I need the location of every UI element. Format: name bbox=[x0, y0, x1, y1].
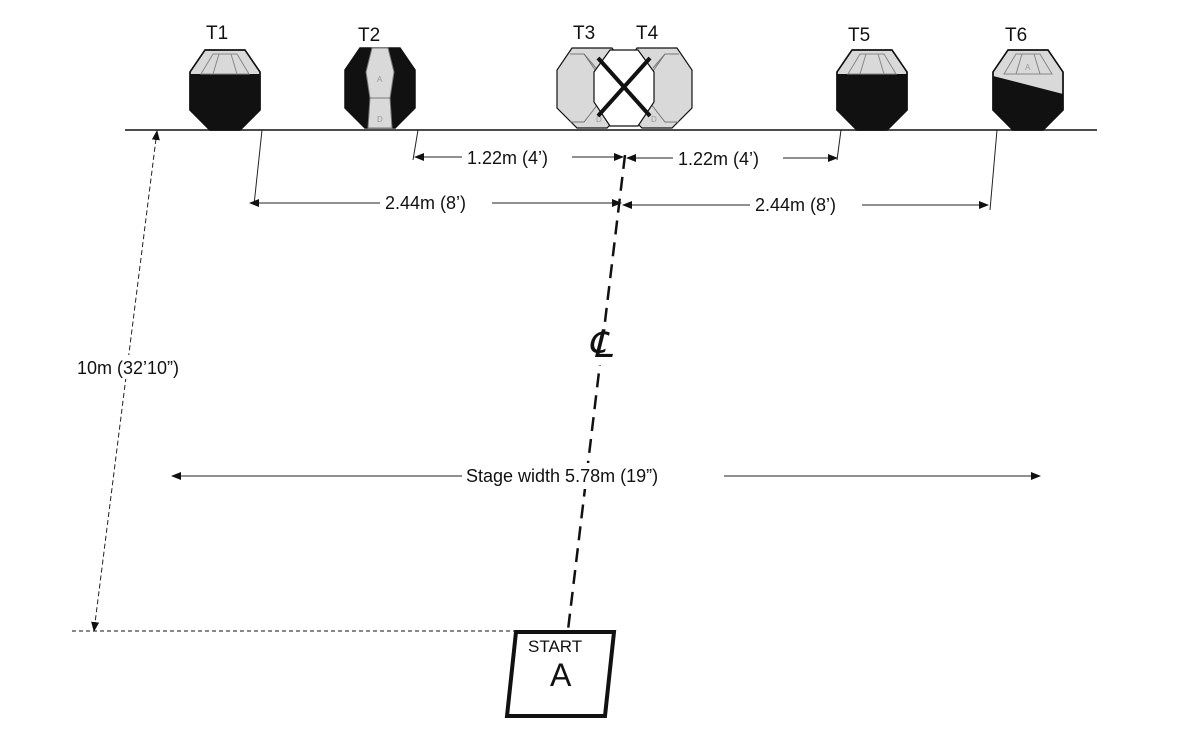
target-label-t3: T3 bbox=[573, 23, 595, 44]
zone-letter-lower: D bbox=[651, 115, 657, 124]
dim-stage-width-label: Stage width 5.78m (19”) bbox=[466, 466, 658, 486]
zone-letter-lower: D bbox=[377, 115, 383, 124]
target-t6: A bbox=[992, 49, 1064, 131]
dim-stage-width: Stage width 5.78m (19”) bbox=[171, 463, 1041, 489]
target-label-t2: T2 bbox=[358, 25, 380, 46]
dim-depth-label: 10m (32’10”) bbox=[77, 358, 179, 378]
dim-depth: 10m (32’10”) bbox=[70, 130, 220, 632]
zone-letter-lower: D bbox=[596, 115, 602, 124]
zone-letter-upper: A bbox=[377, 75, 383, 84]
dim-outer-right: 2.44m (8’) bbox=[622, 194, 989, 216]
target-label-t6: T6 bbox=[1005, 25, 1027, 46]
tick-t5 bbox=[836, 129, 842, 161]
start-box: START A bbox=[504, 630, 617, 718]
dim-inner-left-label: 1.22m (4’) bbox=[467, 148, 548, 168]
target-label-t5: T5 bbox=[848, 25, 870, 46]
zone-letter-upper: A bbox=[1025, 63, 1031, 72]
dim-outer-left: 2.44m (8’) bbox=[249, 192, 622, 214]
dim-outer-right-label: 2.44m (8’) bbox=[755, 195, 836, 215]
target-t1 bbox=[189, 49, 261, 131]
centerline-symbol: ℄ bbox=[588, 322, 613, 366]
target-t2: AD bbox=[344, 47, 416, 129]
target-label-t4: T4 bbox=[636, 23, 659, 44]
no-shoot-x bbox=[593, 49, 655, 127]
dim-inner-right: 1.22m (4’) bbox=[626, 147, 838, 169]
tick-t1 bbox=[253, 129, 263, 206]
dim-inner-left: 1.22m (4’) bbox=[414, 146, 624, 168]
target-label-t1: T1 bbox=[206, 23, 228, 44]
target-t5 bbox=[836, 49, 908, 131]
centerline bbox=[566, 154, 627, 631]
dim-inner-right-label: 1.22m (4’) bbox=[678, 149, 759, 169]
tick-t6 bbox=[989, 129, 998, 211]
start-label: START bbox=[528, 637, 582, 656]
dim-outer-left-label: 2.44m (8’) bbox=[385, 193, 466, 213]
tick-t2 bbox=[412, 129, 419, 161]
start-position: A bbox=[550, 657, 572, 693]
